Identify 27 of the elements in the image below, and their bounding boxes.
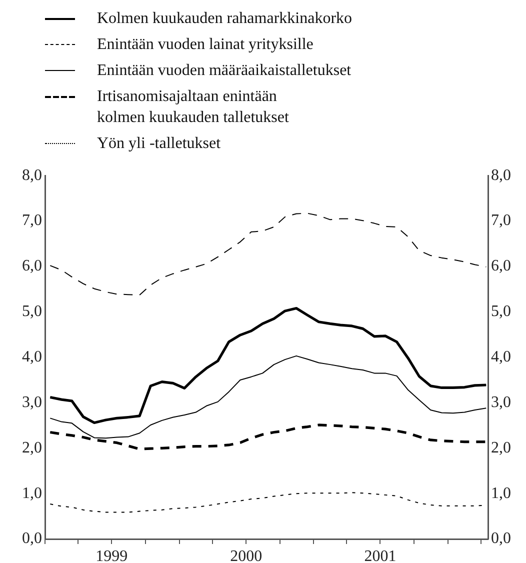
legend-label: Enintään vuoden lainat yrityksille — [97, 35, 314, 55]
legend-label: Irtisanomisajaltaan enintään kolmen kuukauden talletukset — [97, 87, 289, 128]
y2-tick-label: 7,0 — [491, 212, 511, 230]
y-tick-label: 5,0 — [22, 303, 42, 320]
y2-tick-label: 4,0 — [491, 348, 511, 366]
y2-tick-label: 8,0 — [491, 166, 511, 184]
legend-label: Enintään vuoden määräaikaistalletukset — [97, 61, 352, 81]
y-tick-label: 1,0 — [22, 484, 42, 502]
legend-label: Yön yli -talletukset — [97, 134, 221, 154]
y-tick-label: 0,0 — [22, 530, 42, 548]
y-tick-label: 6,0 — [22, 258, 42, 275]
y2-tick-label: 5,0 — [491, 303, 511, 320]
y2-tick-label: 1,0 — [491, 484, 511, 502]
y-tick-label: 4,0 — [22, 348, 42, 366]
legend-label: Kolmen kuukauden rahamarkkinakorko — [97, 9, 352, 29]
y2-tick-label: 0,0 — [491, 530, 511, 548]
line-series — [50, 212, 487, 296]
y-tick-label: 3,0 — [22, 394, 42, 411]
y-tick-label: 8,0 — [22, 166, 42, 184]
y-tick-label: 2,0 — [22, 439, 42, 456]
x-tick-label: 2000 — [230, 548, 262, 563]
x-tick-label: 2001 — [364, 548, 396, 563]
y2-tick-label: 2,0 — [491, 439, 511, 456]
y2-tick-label: 3,0 — [491, 394, 511, 411]
y2-tick-label: 6,0 — [491, 258, 511, 275]
y-tick-label: 7,0 — [22, 212, 42, 230]
x-tick-label: 1999 — [96, 548, 128, 563]
